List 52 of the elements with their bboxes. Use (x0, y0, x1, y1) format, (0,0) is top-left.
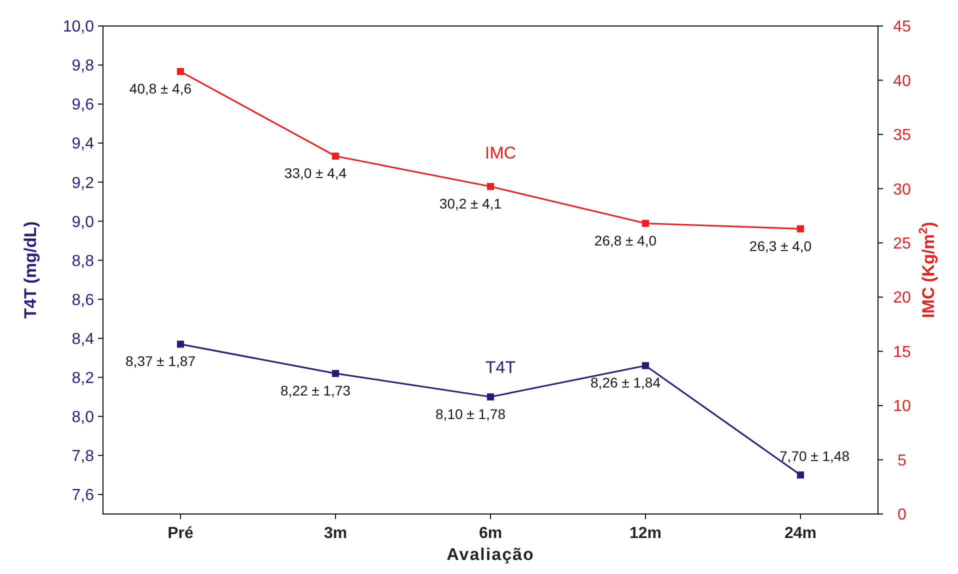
y-tick-label: 7,6 (72, 487, 94, 504)
point (176, 340, 184, 348)
point (176, 68, 184, 76)
y-tick-label: 10,0 (62, 18, 94, 36)
series-label: IMC (484, 144, 516, 162)
data-label: 30,2 ± 4,1 (439, 196, 502, 212)
data-label: 26,3 ± 4,0 (749, 238, 812, 254)
y2-tick-label: 20 (893, 290, 911, 307)
y2-tick-label: 5 (898, 452, 907, 470)
y2-tick-label: 25 (893, 235, 911, 252)
point (642, 220, 650, 227)
point (332, 370, 340, 377)
y-tick-label: 9,4 (72, 136, 94, 153)
y-tick-label: 8,6 (72, 292, 94, 309)
data-label: 7,70 ± 1,48 (780, 448, 850, 464)
y-tick-label: 8,4 (72, 330, 94, 348)
y-tick-label: 9,6 (72, 96, 94, 114)
data-label: 26,8 ± 4,0 (594, 232, 657, 248)
x-tick-label: 3m (324, 525, 348, 542)
x-tick-label: Pré (168, 525, 194, 542)
y-tick-label: 9,0 (72, 214, 94, 231)
y-tick-label: 8,8 (72, 252, 94, 270)
y2-tick-label: 0 (898, 506, 907, 524)
x-tick-label: 6m (478, 525, 502, 542)
y2-tick-label: 30 (893, 181, 911, 198)
point (486, 182, 494, 190)
point (796, 225, 804, 232)
y2-tick-label: 15 (893, 344, 911, 361)
x-axis-title: Avaliação (446, 545, 534, 564)
y-axis-title: T4T (mg/dL) (21, 221, 40, 319)
y2-tick-label: 10 (893, 398, 911, 416)
data-label: 33,0 ± 4,4 (284, 165, 347, 182)
series-label: T4T (485, 358, 516, 377)
point (642, 362, 650, 370)
point (486, 393, 494, 400)
data-label: 8,37 ± 1,87 (126, 353, 196, 370)
y-tick-label: 7,8 (72, 448, 94, 466)
point (332, 152, 340, 160)
y-tick-label: 8,2 (72, 370, 94, 387)
y2-tick-label: 45 (893, 18, 911, 36)
x-tick-label: 12m (629, 525, 662, 542)
point (796, 471, 804, 478)
data-label: 8,26 ± 1,84 (590, 374, 661, 391)
data-label: 8,22 ± 1,73 (280, 382, 351, 398)
y-tick-label: 9,8 (72, 58, 94, 75)
x-tick-label: 24m (784, 525, 817, 542)
y-tick-label: 8,0 (72, 409, 94, 426)
y-tick-label: 9,2 (72, 174, 94, 192)
data-label: 40,8 ± 4,6 (129, 80, 192, 97)
data-label: 8,10 ± 1,78 (436, 406, 506, 422)
y2-tick-label: 40 (893, 72, 911, 90)
y2-tick-label: 35 (893, 127, 911, 144)
